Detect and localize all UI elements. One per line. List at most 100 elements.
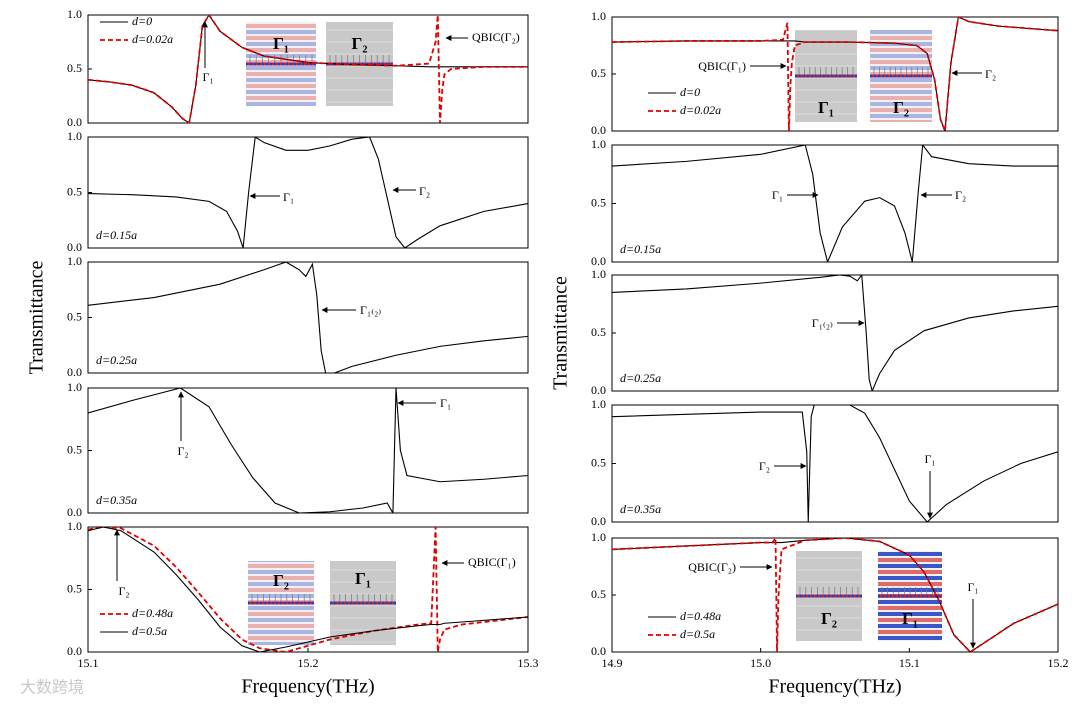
annotation: Γ₁: [924, 452, 935, 466]
panel: 0.0 0.5 1.0 Γ₂ Γ₁ d=0.35a: [591, 397, 1059, 528]
annotation: Γ₂: [759, 459, 770, 473]
panel: 0.0 0.5 1.0 Γ₁₍₂₎ d=0.25a Transmittance: [26, 254, 529, 379]
y-tick-label: 1.0: [591, 397, 606, 411]
annotation: Γ₁: [967, 580, 978, 594]
annotation: QBIC(Γ₁): [468, 555, 516, 569]
y-tick-label: 1.0: [67, 254, 82, 268]
plot-frame: [87, 136, 529, 249]
y-tick-label: 0.5: [591, 455, 606, 469]
annotation: Γ₁: [202, 70, 213, 84]
y-tick-label: 0.0: [67, 505, 82, 519]
annotation: Γ₁₍₂₎: [812, 316, 833, 330]
legend-label: d=0.5a: [680, 627, 715, 641]
x-axis-title: Frequency(THz): [241, 676, 374, 698]
annotation: Γ₂: [118, 584, 129, 598]
y-tick-label: 1.0: [591, 9, 606, 23]
panel-label: d=0.35a: [620, 502, 661, 516]
inset-label: Γ₁: [355, 569, 371, 588]
y-tick-label: 0.5: [591, 66, 606, 80]
series-line: [612, 538, 1058, 652]
y-axis-title: Transmittance: [550, 276, 572, 390]
watermark: 大数跨境: [20, 678, 84, 697]
plot-frame: [611, 404, 1059, 523]
y-tick-label: 0.0: [591, 254, 606, 268]
y-tick-label: 1.0: [67, 129, 82, 143]
annotation: Γ₁: [772, 188, 783, 202]
annotation: Γ₂: [985, 67, 996, 81]
series-line: [88, 527, 528, 652]
y-tick-label: 1.0: [67, 519, 82, 533]
x-axis-title: Frequency(THz): [768, 676, 901, 698]
inset-label: Γ₂: [821, 609, 837, 628]
y-tick-label: 0.5: [67, 581, 82, 595]
legend-label: d=0.02a: [680, 103, 721, 117]
x-tick-label: 15.0: [750, 656, 771, 670]
legend-label: d=0.48a: [132, 606, 173, 620]
panel: 0.0 0.5 1.0 Γ₁ Γ₂ d=0.15a: [67, 129, 529, 254]
annotation: QBIC(Γ₁): [698, 59, 746, 73]
series-line: [612, 275, 1058, 391]
annotation: Γ₁: [283, 190, 294, 204]
inset-label: Γ₂: [352, 34, 368, 53]
series-line: [88, 388, 528, 513]
legend-label: d=0.02a: [132, 32, 173, 46]
inset-label: Γ₂: [273, 571, 289, 590]
y-tick-label: 0.5: [67, 442, 82, 456]
y-tick-label: 0.0: [67, 240, 82, 254]
panel-label: d=0.25a: [620, 371, 661, 385]
plot-frame: [611, 274, 1059, 392]
y-axis-title: Transmittance: [26, 261, 48, 375]
annotation: QBIC(Γ₂): [472, 30, 520, 44]
y-tick-label: 1.0: [591, 137, 606, 151]
annotation: Γ₂: [419, 184, 430, 198]
y-tick-label: 1.0: [67, 380, 82, 394]
x-tick-label: 15.1: [899, 656, 920, 670]
panel: Γ₁ Γ₂ 0.0 0.5 1.0 Γ₁ QBIC(Γ₂) d=0 d=0.02a: [67, 7, 529, 129]
y-tick-label: 0.5: [67, 184, 82, 198]
panel: Γ₁ Γ₂ 0.0 0.5 1.0 QBIC(Γ₁) Γ₂ d=0 d=0.02a: [591, 9, 1059, 137]
y-tick-label: 0.0: [591, 383, 606, 397]
series-line: [612, 145, 1058, 262]
y-tick-label: 0.5: [67, 61, 82, 75]
inset-label: Γ₂: [893, 98, 909, 117]
legend-label: d=0: [132, 14, 152, 28]
plot-frame: [87, 387, 529, 514]
panel: 0.0 0.5 1.0 Γ₂ Γ₁ d=0.35a: [67, 380, 529, 519]
panel-label: d=0.35a: [96, 493, 137, 507]
y-tick-label: 1.0: [67, 7, 82, 21]
y-tick-label: 0.0: [67, 644, 82, 658]
y-tick-label: 0.0: [67, 365, 82, 379]
y-tick-label: 0.0: [591, 644, 606, 658]
y-tick-label: 0.0: [591, 514, 606, 528]
panel: Γ₂ Γ₁ 0.0 0.5 1.0 14.9 15.0 15.1 15.2 QBIC(Γ₂) Γ₁ d…: [591, 530, 1069, 698]
y-tick-label: 0.5: [67, 309, 82, 323]
y-tick-label: 0.5: [591, 195, 606, 209]
x-tick-label: 15.2: [298, 656, 319, 670]
y-tick-label: 1.0: [591, 267, 606, 281]
y-tick-label: 0.5: [591, 587, 606, 601]
y-tick-label: 0.0: [591, 123, 606, 137]
annotation: QBIC(Γ₂): [688, 560, 736, 574]
inset-label: Γ₁: [273, 34, 289, 53]
series-line: [88, 15, 528, 123]
panel-label: d=0.15a: [96, 228, 137, 242]
series-line: [88, 527, 528, 652]
plot-frame: [87, 261, 529, 374]
panel: Γ₂ Γ₁ 0.0 0.5 1.0 15.1 15.2 15.3 Γ₂ QBIC(Γ₁) d=0.4…: [67, 519, 539, 698]
panel: 0.0 0.5 1.0 Γ₁ Γ₂ d=0.15a: [591, 137, 1059, 268]
x-tick-label: 15.1: [78, 656, 99, 670]
annotation: Γ₂: [955, 188, 966, 202]
annotation: Γ₁₍₂₎: [360, 303, 381, 317]
legend-label: d=0.48a: [680, 609, 721, 623]
inset-label: Γ₁: [818, 98, 834, 117]
panel: 0.0 0.5 1.0 Γ₁₍₂₎ d=0.25a Transmittance: [550, 267, 1059, 397]
panel-label: d=0.15a: [620, 242, 661, 256]
annotation: Γ₂: [177, 444, 188, 458]
y-tick-label: 1.0: [591, 530, 606, 544]
inset-label: Γ₁: [902, 609, 918, 628]
series-line: [88, 137, 528, 248]
series-line: [612, 17, 1058, 131]
x-tick-label: 15.2: [1048, 656, 1069, 670]
x-tick-label: 14.9: [602, 656, 623, 670]
